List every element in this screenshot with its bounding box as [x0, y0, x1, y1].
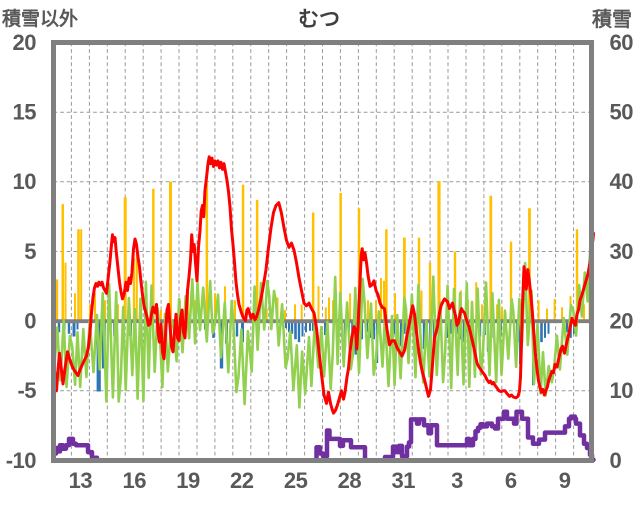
svg-text:-5: -5 [17, 378, 36, 403]
svg-text:-10: -10 [6, 448, 37, 473]
svg-text:15: 15 [13, 100, 37, 125]
svg-text:3: 3 [451, 468, 463, 493]
svg-text:30: 30 [610, 239, 634, 264]
svg-text:0: 0 [24, 309, 36, 334]
svg-text:22: 22 [230, 468, 254, 493]
svg-text:20: 20 [610, 309, 634, 334]
svg-text:19: 19 [176, 468, 200, 493]
svg-text:25: 25 [284, 468, 308, 493]
svg-text:9: 9 [559, 468, 571, 493]
svg-text:50: 50 [610, 100, 634, 125]
svg-text:10: 10 [13, 169, 37, 194]
svg-text:むつ: むつ [298, 8, 340, 31]
svg-text:5: 5 [24, 239, 36, 264]
svg-text:10: 10 [610, 378, 634, 403]
svg-text:20: 20 [13, 30, 37, 55]
svg-text:60: 60 [610, 30, 634, 55]
svg-text:28: 28 [338, 468, 362, 493]
svg-text:積雪以外: 積雪以外 [2, 7, 78, 30]
svg-text:積雪: 積雪 [592, 8, 632, 31]
svg-text:0: 0 [610, 448, 622, 473]
svg-text:40: 40 [610, 169, 634, 194]
svg-text:16: 16 [122, 468, 146, 493]
svg-text:6: 6 [505, 468, 517, 493]
svg-text:13: 13 [69, 468, 93, 493]
svg-text:31: 31 [391, 468, 415, 493]
